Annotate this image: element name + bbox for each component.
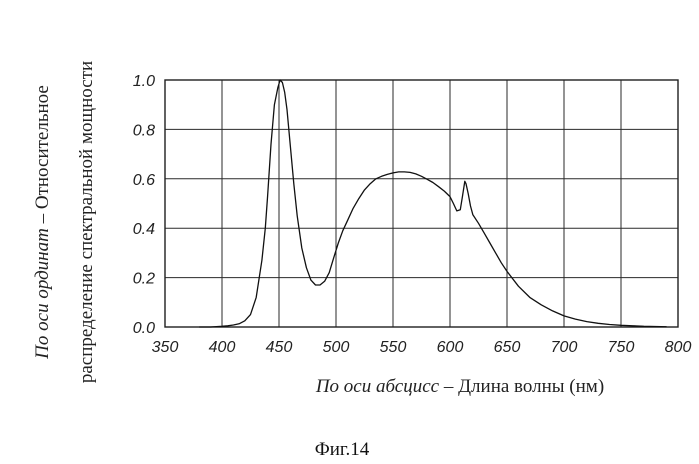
figure-caption: Фиг.14 (315, 439, 370, 460)
y-axis-title-line2: распределение спектральной мощности (76, 61, 97, 383)
y-tick-label: 0.2 (133, 271, 155, 288)
y-tick-labels: 0.0 0.2 0.4 0.6 0.8 1.0 (133, 73, 155, 337)
y-tick-label: 0.6 (133, 172, 155, 189)
x-tick-label: 750 (608, 339, 635, 356)
x-tick-label: 800 (665, 339, 692, 356)
y-tick-label: 0.8 (133, 122, 155, 139)
x-tick-label: 350 (152, 339, 179, 356)
y-tick-label: 0.0 (133, 320, 155, 337)
y-axis-title-line1-italic: По оси ординат – (32, 213, 53, 359)
y-tick-label: 1.0 (133, 73, 155, 90)
grid (165, 80, 678, 327)
x-tick-label: 700 (551, 339, 578, 356)
x-tick-labels: 350 400 450 500 550 600 650 700 750 800 (152, 339, 692, 356)
x-tick-label: 600 (437, 339, 464, 356)
x-axis-title: По оси абсцисс – Длина волны (нм) (315, 376, 604, 397)
x-tick-label: 650 (494, 339, 521, 356)
plot-frame (165, 80, 678, 327)
x-tick-label: 450 (266, 339, 293, 356)
x-tick-label: 500 (323, 339, 350, 356)
y-axis-title-line1-rest: Относительное (32, 85, 53, 214)
x-tick-label: 550 (380, 339, 407, 356)
x-tick-label: 400 (209, 339, 236, 356)
y-axis-title-line1: По оси ординат – Относительное (32, 85, 53, 360)
x-axis-title-italic: По оси абсцисс – (315, 376, 454, 397)
x-axis-title-rest: Длина волны (нм) (453, 376, 604, 397)
y-tick-label: 0.4 (133, 221, 155, 238)
spectral-curve (199, 80, 666, 327)
